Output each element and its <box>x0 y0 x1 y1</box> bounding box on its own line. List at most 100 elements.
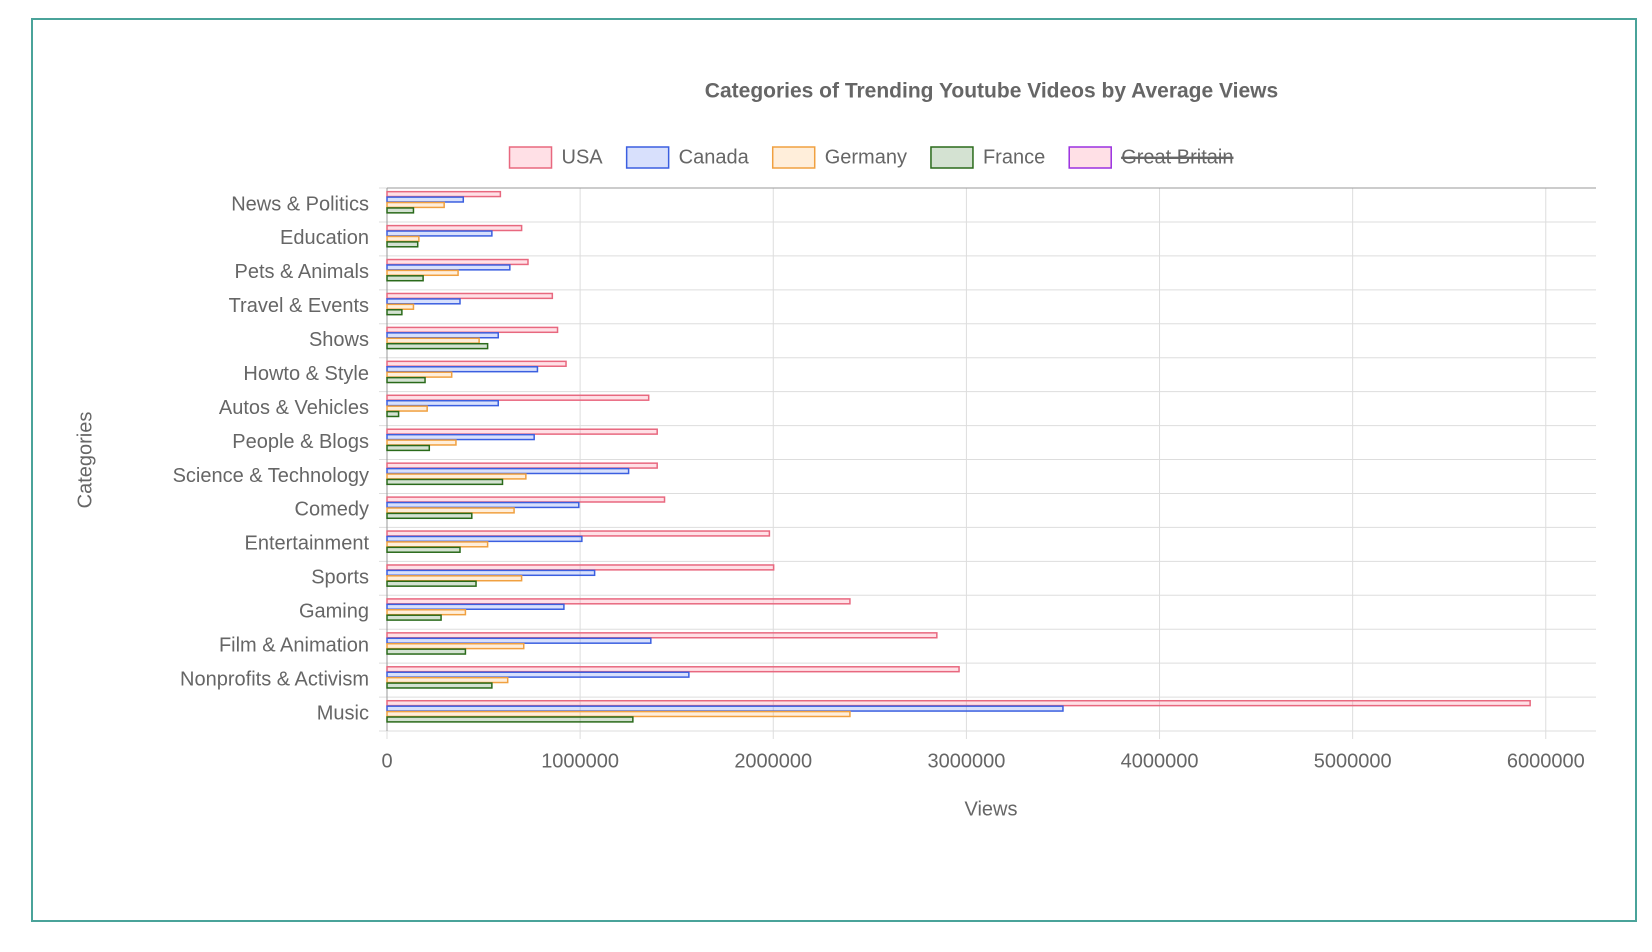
bar <box>386 405 428 412</box>
y-tick-label: News & Politics <box>231 193 369 215</box>
bar <box>386 632 938 639</box>
bar <box>386 230 493 237</box>
bar <box>386 264 511 271</box>
bar <box>386 371 453 378</box>
legend-swatch <box>625 146 670 169</box>
legend-swatch <box>771 146 816 169</box>
y-tick-label: Travel & Events <box>229 295 369 317</box>
bar <box>386 496 666 503</box>
bar <box>386 241 419 248</box>
chart-title: Categories of Trending Youtube Videos by… <box>705 80 1278 103</box>
bar <box>386 507 515 514</box>
bar <box>386 569 596 577</box>
bar <box>386 467 630 475</box>
bar <box>386 473 527 480</box>
bar <box>386 196 465 203</box>
bar <box>386 676 509 684</box>
y-tick-label: Gaming <box>299 601 369 623</box>
bar <box>386 598 851 605</box>
bar <box>386 269 459 277</box>
bar <box>386 337 480 344</box>
bar <box>386 428 658 435</box>
bar <box>386 207 415 214</box>
legend-label[interactable]: France <box>983 146 1045 168</box>
bar <box>386 190 502 198</box>
bar <box>386 298 461 305</box>
bar <box>386 303 415 310</box>
bar <box>386 332 499 339</box>
bar <box>386 609 467 616</box>
bar <box>386 671 690 678</box>
y-tick-label: Science & Technology <box>173 465 369 487</box>
bar <box>386 292 554 300</box>
legend-swatch <box>930 146 974 169</box>
y-tick-label: People & Blogs <box>232 431 369 453</box>
bar <box>386 535 583 543</box>
legend-label[interactable]: Canada <box>679 146 750 168</box>
bar <box>386 235 420 243</box>
bar <box>386 394 650 401</box>
y-tick-label: Education <box>280 227 369 249</box>
legend-swatch <box>1068 146 1112 169</box>
y-tick-label: Shows <box>309 329 369 351</box>
bar <box>386 501 580 509</box>
y-axis-label: Categories <box>74 412 96 509</box>
bar <box>386 462 658 469</box>
x-tick-label: 4000000 <box>1121 750 1199 772</box>
x-axis-label: Views <box>965 798 1018 820</box>
bar <box>386 201 445 209</box>
bar <box>386 705 1064 712</box>
legend-label[interactable]: USA <box>562 146 604 168</box>
bar <box>386 710 851 718</box>
bar <box>386 546 461 553</box>
legend-swatch <box>508 146 553 169</box>
bar <box>386 224 523 232</box>
y-tick-label: Comedy <box>295 499 369 521</box>
x-tick-label: 3000000 <box>927 750 1005 772</box>
legend-label[interactable]: Germany <box>825 146 907 168</box>
bar <box>386 360 567 367</box>
bar <box>386 433 535 441</box>
bar <box>386 512 473 520</box>
bar <box>386 366 539 373</box>
y-tick-label: Autos & Vehicles <box>219 397 369 419</box>
y-tick-label: Pets & Animals <box>234 261 369 283</box>
y-tick-label: Music <box>317 702 369 724</box>
bar <box>386 326 559 334</box>
bar <box>386 564 775 571</box>
x-tick-label: 0 <box>381 750 392 772</box>
bar <box>386 541 489 548</box>
frame <box>31 18 1637 922</box>
bar <box>386 642 525 650</box>
x-tick-label: 6000000 <box>1507 750 1585 772</box>
bar <box>386 575 523 582</box>
bar <box>386 637 652 644</box>
bar <box>386 648 467 655</box>
bar <box>386 699 1531 707</box>
bar <box>386 376 426 384</box>
x-tick-label: 5000000 <box>1314 750 1392 772</box>
bar <box>386 444 431 452</box>
bar <box>386 580 477 587</box>
bar <box>386 530 771 537</box>
bar <box>386 410 400 418</box>
y-tick-label: Sports <box>311 567 369 589</box>
bar <box>386 309 403 316</box>
bar <box>386 275 424 282</box>
y-tick-label: Entertainment <box>244 533 369 555</box>
bar <box>386 399 499 407</box>
bar <box>386 682 493 689</box>
bar <box>386 342 489 350</box>
bar <box>386 614 442 621</box>
bar <box>386 666 960 673</box>
bar <box>386 603 565 610</box>
y-tick-label: Film & Animation <box>219 634 369 656</box>
x-tick-label: 2000000 <box>734 750 812 772</box>
y-tick-label: Nonprofits & Activism <box>180 668 369 690</box>
legend: USA Canada Germany France Great Britain <box>508 146 1234 169</box>
bar <box>386 439 457 446</box>
y-tick-label: Howto & Style <box>243 363 369 385</box>
x-tick-label: 1000000 <box>541 750 619 772</box>
bar <box>386 258 529 266</box>
